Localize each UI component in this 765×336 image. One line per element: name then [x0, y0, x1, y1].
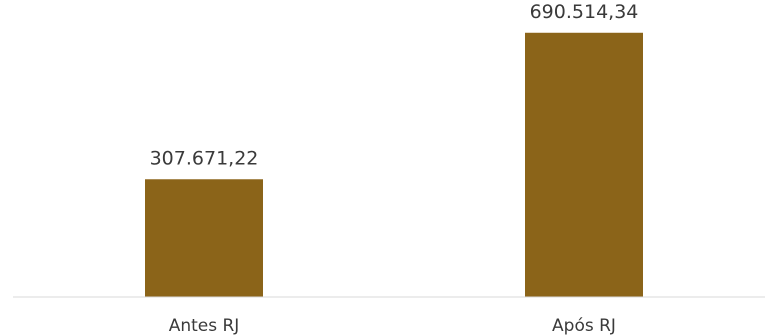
data-label-2: 690.514,34 [530, 1, 639, 23]
bar-1 [145, 179, 263, 297]
x-tick-labels-group: Antes RJ Após RJ [169, 316, 616, 336]
x-tick-label-1: Antes RJ [169, 316, 240, 336]
bars-group [145, 32, 643, 297]
data-label-1: 307.671,22 [150, 147, 259, 169]
bar-2 [525, 32, 643, 297]
x-tick-label-2: Após RJ [552, 316, 616, 336]
data-labels-group: 307.671,22 690.514,34 [150, 1, 639, 170]
